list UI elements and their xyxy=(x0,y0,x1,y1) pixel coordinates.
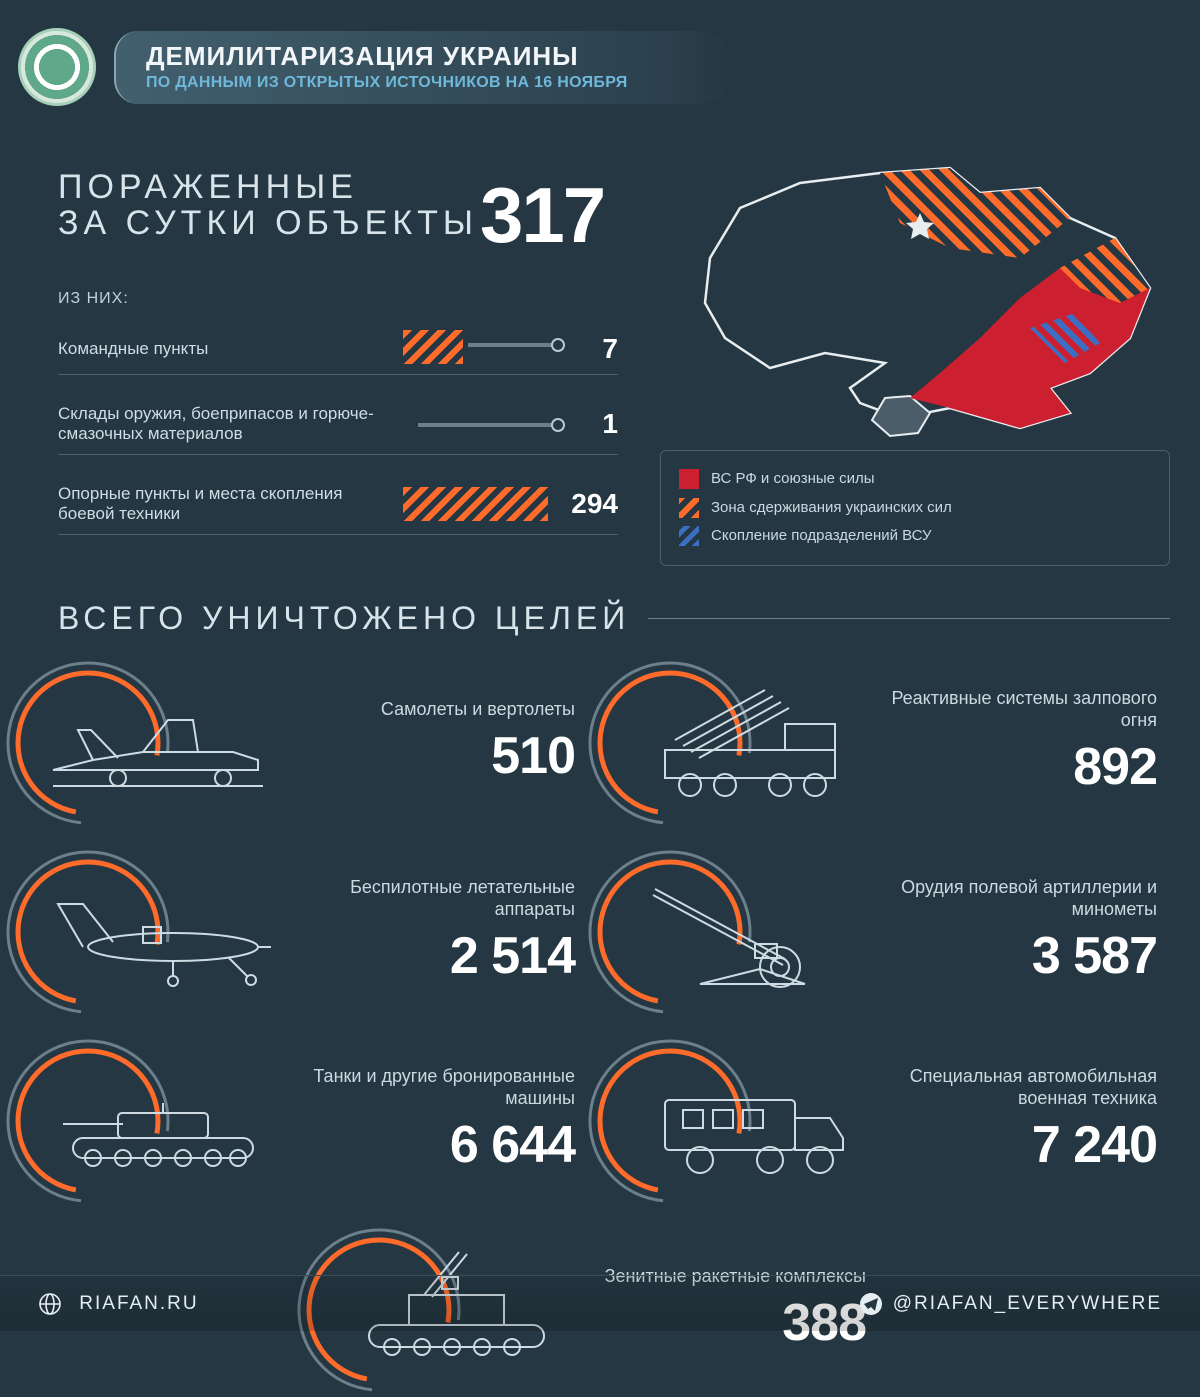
daily-heading-l2: ЗА СУТКИ ОБЪЕКТЫ xyxy=(58,206,478,242)
telegram-icon xyxy=(859,1292,883,1316)
daily-heading-l1: ПОРАЖЕННЫЕ xyxy=(58,170,478,206)
legend-item: Скопление подразделений ВСУ xyxy=(679,522,1151,551)
daily-total: 317 xyxy=(480,170,604,261)
card-label: Беспилотные летательные аппараты xyxy=(283,877,575,920)
swatch-red-icon xyxy=(679,469,699,489)
hatch-bar-icon xyxy=(403,330,463,364)
footer-telegram: @RIAFAN_EVERYWHERE xyxy=(859,1292,1162,1316)
card-label: Орудия полевой артиллерии и минометы xyxy=(865,877,1157,920)
mlrs-icon xyxy=(605,660,865,825)
breakdown-row: Склады оружия, боеприпасов и горюче-смаз… xyxy=(58,393,618,455)
card-label: Самолеты и вертолеты xyxy=(283,699,575,721)
card-artillery: Орудия полевой артиллерии и минометы 3 5… xyxy=(605,844,1175,1019)
card-label: Специальная автомобильная военная техник… xyxy=(865,1066,1157,1109)
title-bar: ДЕМИЛИТАРИЗАЦИЯ УКРАИНЫ ПО ДАННЫМ ИЗ ОТК… xyxy=(114,31,734,104)
card-label: Танки и другие бронированные машины xyxy=(283,1066,575,1109)
swatch-blue-hatch-icon xyxy=(679,526,699,546)
card-value: 6 644 xyxy=(283,1115,575,1175)
row-value: 1 xyxy=(602,408,618,440)
card-value: 7 240 xyxy=(865,1115,1157,1175)
page-title: ДЕМИЛИТАРИЗАЦИЯ УКРАИНЫ xyxy=(146,41,704,72)
legend-item: ВС РФ и союзные силы xyxy=(679,465,1151,494)
footer-tg-text: @RIAFAN_EVERYWHERE xyxy=(893,1293,1162,1315)
row-value: 7 xyxy=(602,333,618,365)
breakdown-row: Опорные пункты и места скопления боевой … xyxy=(58,473,618,535)
drone-icon xyxy=(23,849,283,1014)
card-value: 3 587 xyxy=(865,926,1157,986)
row-label: Склады оружия, боеприпасов и горюче-смаз… xyxy=(58,404,378,443)
card-label: Реактивные системы залпового огня xyxy=(865,688,1157,731)
tank-icon xyxy=(23,1038,283,1203)
footer-site: RIAFAN.RU xyxy=(38,1292,199,1316)
card-mlrs: Реактивные системы залпового огня 892 xyxy=(605,655,1175,830)
footer: RIAFAN.RU @RIAFAN_EVERYWHERE xyxy=(0,1275,1200,1331)
ukraine-map xyxy=(650,138,1170,438)
row-value: 294 xyxy=(571,488,618,520)
row-label: Командные пункты xyxy=(58,339,338,359)
card-mil-truck: Специальная автомобильная военная техник… xyxy=(605,1033,1175,1208)
zone-orange xyxy=(880,168,1070,258)
page-subtitle: ПО ДАННЫМ ИЗ ОТКРЫТЫХ ИСТОЧНИКОВ НА 16 Н… xyxy=(146,74,704,92)
daily-sublabel: ИЗ НИХ: xyxy=(58,290,129,308)
card-value: 510 xyxy=(283,726,575,786)
header: ДЕМИЛИТАРИЗАЦИЯ УКРАИНЫ ПО ДАННЫМ ИЗ ОТК… xyxy=(18,28,1175,106)
card-value: 2 514 xyxy=(283,926,575,986)
card-value: 892 xyxy=(865,737,1157,797)
row-bar xyxy=(468,343,558,347)
hatch-bar-icon xyxy=(403,487,548,521)
card-drone: Беспилотные летательные аппараты 2 514 xyxy=(23,844,593,1019)
globe-icon xyxy=(38,1292,62,1316)
swatch-orange-hatch-icon xyxy=(679,498,699,518)
aircraft-icon xyxy=(23,660,283,825)
divider-line xyxy=(648,618,1170,619)
row-bar xyxy=(418,423,558,427)
footer-site-text: RIAFAN.RU xyxy=(79,1293,198,1314)
logo-icon xyxy=(18,28,96,106)
row-label: Опорные пункты и места скопления боевой … xyxy=(58,484,358,523)
card-aircraft: Самолеты и вертолеты 510 xyxy=(23,655,593,830)
legend-text: Зона сдерживания украинских сил xyxy=(711,494,952,523)
totals-heading: ВСЕГО УНИЧТОЖЕНО ЦЕЛЕЙ xyxy=(58,602,630,636)
artillery-icon xyxy=(605,849,865,1014)
section-totals: ВСЕГО УНИЧТОЖЕНО ЦЕЛЕЙ xyxy=(58,602,1170,636)
mil-truck-icon xyxy=(605,1038,865,1203)
map-legend: ВС РФ и союзные силы Зона сдерживания ук… xyxy=(660,450,1170,566)
breakdown-row: Командные пункты 7 xyxy=(58,323,618,375)
legend-item: Зона сдерживания украинских сил xyxy=(679,494,1151,523)
card-tank: Танки и другие бронированные машины 6 64… xyxy=(23,1033,593,1208)
legend-text: Скопление подразделений ВСУ xyxy=(711,522,932,551)
daily-breakdown: Командные пункты 7 Склады оружия, боепри… xyxy=(58,323,618,553)
legend-text: ВС РФ и союзные силы xyxy=(711,465,875,494)
daily-heading: ПОРАЖЕННЫЕ ЗА СУТКИ ОБЪЕКТЫ xyxy=(58,170,478,241)
map-svg xyxy=(650,138,1170,438)
